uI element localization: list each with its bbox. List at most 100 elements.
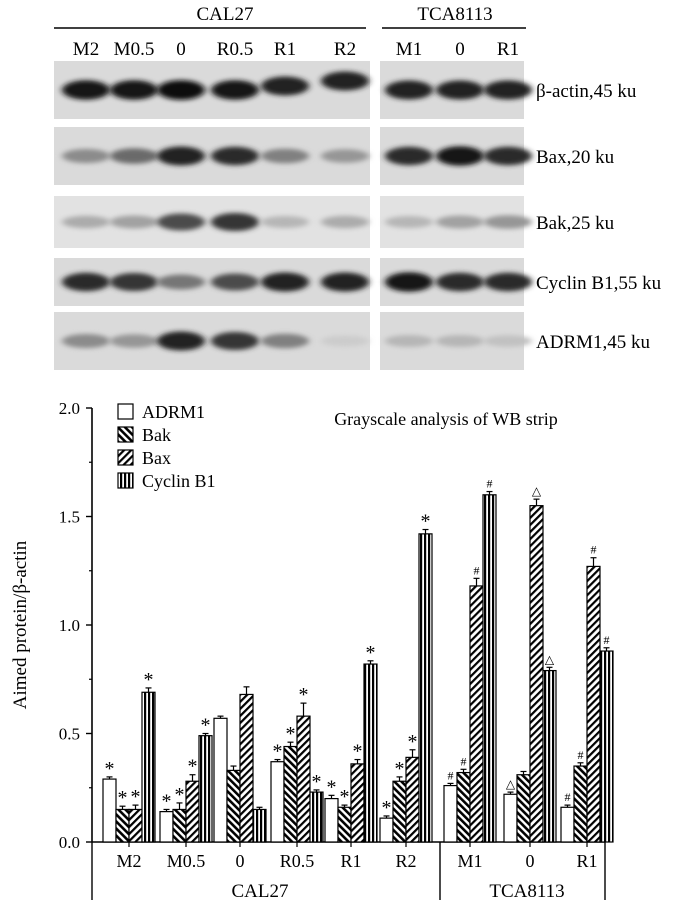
bar — [128, 808, 143, 843]
bar — [324, 797, 339, 843]
blot-band — [321, 335, 369, 347]
blot-lane-label: R1 — [497, 39, 519, 60]
blot-band — [110, 334, 158, 348]
blot-band — [436, 146, 484, 166]
blot-lane-label: R2 — [334, 39, 356, 60]
blot-strip-label: Bax,20 ku — [536, 147, 615, 168]
blot-band — [62, 215, 110, 229]
blot-band — [157, 213, 205, 231]
significance-mark: * — [118, 787, 128, 809]
significance-mark: * — [353, 741, 363, 763]
blot-band — [385, 272, 433, 292]
blot-band — [211, 273, 259, 291]
bar — [469, 585, 484, 843]
blot-band — [261, 148, 309, 164]
bar — [172, 808, 187, 843]
significance-mark: * — [188, 756, 198, 778]
significance-mark: * — [408, 731, 418, 753]
bar-chart: 0.0 0.5 1.0 1.5 2.0 Aimed protein/β-actin Gray… — [10, 399, 614, 902]
significance-mark: * — [201, 715, 211, 737]
significance-mark: * — [340, 786, 350, 808]
blot-band — [321, 272, 369, 292]
x-tick-label: R1 — [576, 851, 597, 871]
x-group-label: TCA8113 — [489, 881, 564, 902]
legend-label: Cyclin B1 — [142, 471, 216, 491]
blot-band — [211, 146, 259, 166]
blot-band — [261, 76, 309, 96]
x-tick-label: R0.5 — [280, 851, 315, 871]
significance-mark: * — [395, 758, 405, 780]
y-tick-label: 1.5 — [59, 508, 80, 527]
significance-mark: # — [591, 543, 597, 557]
bar — [392, 780, 407, 843]
bar — [252, 808, 267, 843]
y-axis-label: Aimed protein/β-actin — [10, 540, 31, 709]
bar — [443, 784, 458, 843]
blot-lane-label: 0 — [455, 39, 465, 60]
blot-band — [385, 216, 433, 228]
y-tick-label: 2.0 — [59, 399, 80, 418]
blot-band — [484, 215, 532, 229]
bar — [516, 774, 531, 843]
significance-mark: * — [131, 786, 141, 808]
blot-band — [110, 273, 158, 291]
blot-lane-label: R0.5 — [217, 39, 253, 60]
legend-swatch — [117, 426, 134, 443]
blot-band — [436, 335, 484, 347]
blot-band — [436, 215, 484, 229]
bar — [337, 806, 352, 843]
significance-mark: △ — [545, 652, 555, 666]
blot-band — [110, 215, 158, 229]
legend-swatch — [117, 472, 134, 489]
bar — [482, 494, 497, 843]
bar — [529, 505, 544, 843]
y-tick-label: 0.5 — [59, 725, 80, 744]
bar — [296, 715, 311, 843]
legend-label: ADRM1 — [142, 402, 205, 422]
blot-band — [321, 71, 369, 91]
y-tick-label: 1.0 — [59, 616, 80, 635]
blot-band — [261, 333, 309, 349]
bar — [185, 780, 200, 843]
bar — [542, 669, 557, 843]
significance-mark: * — [175, 784, 185, 806]
significance-mark: * — [366, 642, 376, 664]
blot-strip-label: Cyclin B1,55 ku — [536, 273, 662, 294]
bar — [115, 808, 130, 843]
significance-mark: # — [565, 790, 571, 804]
blot-band — [436, 272, 484, 292]
significance-mark: * — [162, 790, 172, 812]
bar — [456, 771, 471, 843]
significance-mark: * — [421, 511, 431, 533]
blot-band — [484, 146, 532, 166]
significance-mark: * — [286, 723, 296, 745]
blot-band — [385, 80, 433, 100]
blot-group-label: TCA8113 — [417, 4, 492, 25]
blot-lane-label: M2 — [73, 39, 99, 60]
blot-band — [261, 272, 309, 292]
blot-band — [62, 80, 110, 100]
bar — [270, 761, 285, 843]
significance-mark: * — [312, 771, 322, 793]
bar — [239, 693, 254, 843]
y-tick-label: 0.0 — [59, 833, 80, 852]
significance-mark: # — [448, 768, 454, 782]
bar — [141, 691, 156, 843]
bar — [573, 765, 588, 843]
significance-mark: # — [487, 477, 493, 491]
significance-mark: # — [461, 754, 467, 768]
blot-band — [157, 331, 205, 351]
x-tick-label: 0 — [526, 851, 535, 871]
bar — [405, 756, 420, 843]
blot-band — [385, 146, 433, 166]
blot-lane-label: M1 — [396, 39, 422, 60]
blot-band — [110, 80, 158, 100]
x-tick-label: M0.5 — [167, 851, 206, 871]
significance-mark: * — [327, 776, 337, 798]
x-group-label: CAL27 — [232, 881, 289, 902]
blot-group-label: CAL27 — [197, 4, 254, 25]
bar — [379, 817, 394, 843]
blot-band — [211, 332, 259, 350]
bar — [102, 778, 117, 843]
x-tick-label: R2 — [395, 851, 416, 871]
